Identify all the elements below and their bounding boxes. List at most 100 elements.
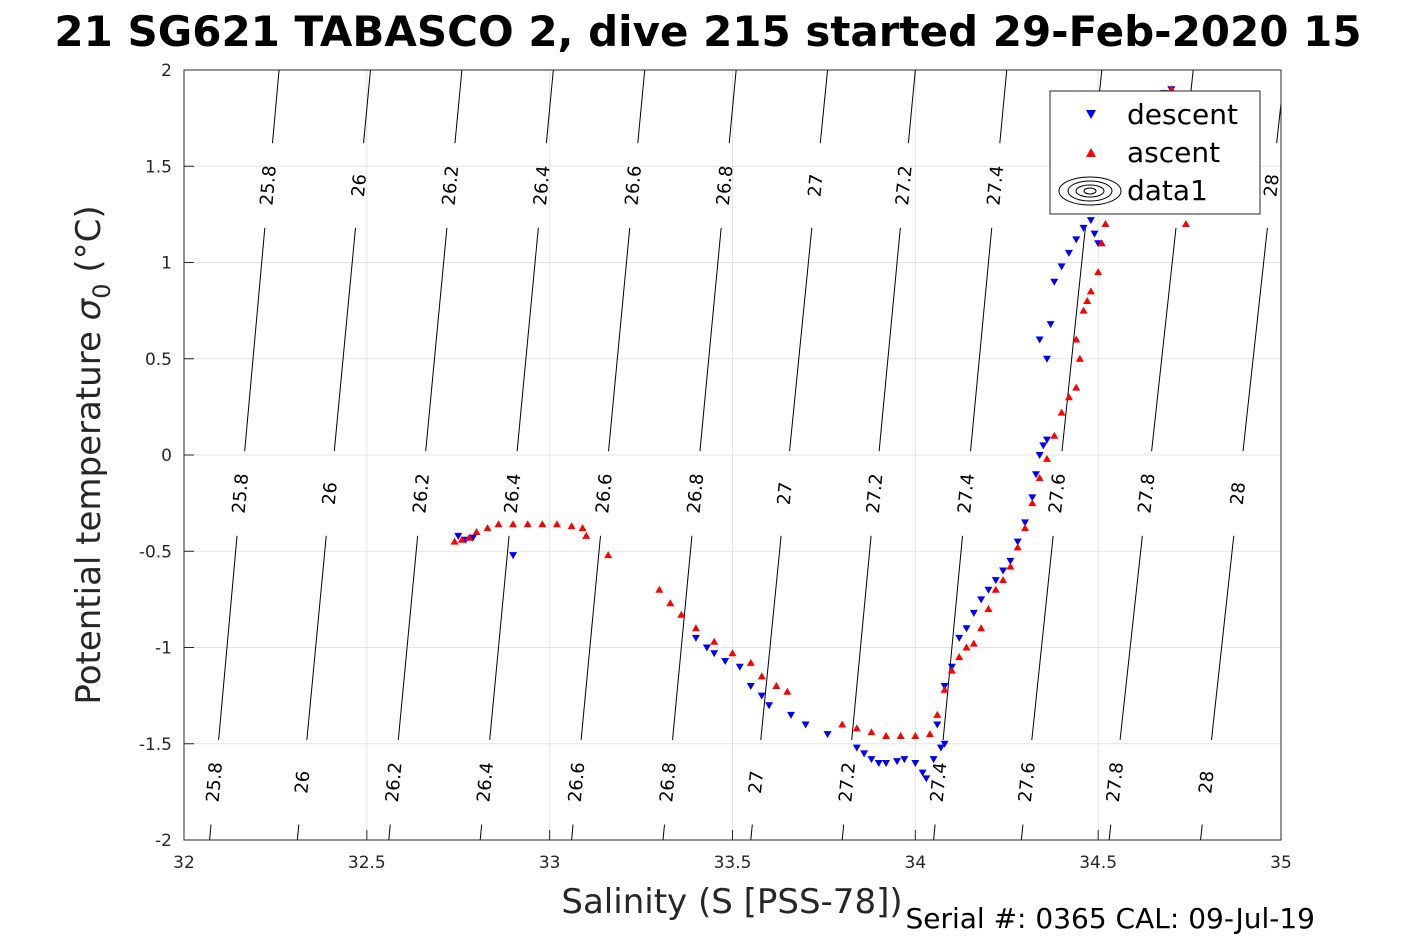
ascent-point (509, 520, 518, 528)
descent-point (801, 721, 810, 729)
density-contour-line (580, 535, 601, 740)
y-tick-label: 0 (161, 446, 172, 466)
legend: descent ascent data1 (1049, 90, 1261, 215)
descent-point (1035, 336, 1044, 344)
descent-point (977, 596, 986, 604)
density-contour-label: 27.8 (1103, 761, 1128, 803)
x-tick-label: 35 (1270, 853, 1292, 873)
density-contour-line (545, 70, 554, 144)
density-contour-label: 28 (1260, 173, 1283, 198)
density-contour-line (1061, 227, 1086, 452)
ascent-point (552, 520, 561, 528)
descent-point (509, 552, 518, 560)
density-contour-line (296, 824, 300, 840)
x-tick-label: 34 (905, 853, 927, 873)
ascent-point (677, 610, 686, 618)
y-tick-label: 2 (161, 61, 172, 81)
ascent-point (1072, 335, 1081, 343)
y-tick-label: -2 (155, 831, 172, 851)
ascent-point (911, 732, 920, 740)
density-contour-line (637, 70, 646, 144)
legend-ascent-marker (1086, 148, 1096, 157)
density-contour-line (571, 824, 574, 840)
y-tick-label: -1 (155, 639, 172, 659)
descent-point (1039, 442, 1048, 450)
y-tick-label: 1 (161, 254, 172, 274)
ascent-point (1021, 524, 1030, 532)
descent-point (940, 740, 949, 748)
density-contour-label: 27.6 (1045, 472, 1070, 514)
density-contour-label: 27.4 (927, 761, 952, 803)
ascent-point (578, 524, 587, 532)
descent-point (852, 744, 861, 752)
ascent-series (450, 85, 1190, 740)
density-contour-label: 26 (319, 481, 342, 506)
ascent-point (1101, 220, 1110, 227)
ascent-point (465, 533, 474, 541)
descent-point (1090, 230, 1099, 238)
x-axis-ticks: 32 32.5 33 33.5 34 34.5 35 (173, 830, 1292, 873)
density-contour-line (699, 227, 722, 452)
ascent-point (757, 672, 766, 680)
descent-point (1013, 538, 1022, 546)
ascent-point (1035, 474, 1044, 482)
density-contour-label: 26.4 (501, 473, 526, 515)
y-tick-label: 0.5 (145, 350, 172, 370)
ascent-point (728, 649, 737, 657)
density-contour-label: 26.6 (592, 473, 617, 515)
ascent-point (523, 520, 532, 528)
density-contour-label: 26.2 (382, 761, 407, 803)
descent-point (1064, 249, 1073, 257)
ascent-point (1079, 306, 1088, 314)
density-contour-line (425, 227, 448, 452)
density-contour-line (1108, 824, 1112, 840)
descent-point (984, 586, 993, 594)
density-contour-line (608, 227, 631, 452)
density-contour-label: 27 (804, 173, 827, 198)
y-axis-label-subscript: 0 (88, 283, 116, 298)
ascent-point (1181, 220, 1190, 227)
legend-contour-icon (1058, 176, 1122, 206)
density-contour-line (789, 227, 813, 452)
density-contour-line (454, 70, 463, 144)
ascent-point (1083, 297, 1092, 304)
ascent-point (977, 624, 986, 632)
legend-ascent-label: ascent (1127, 136, 1220, 169)
descent-point (1046, 321, 1055, 329)
y-axis-label: Potential temperature σ0 (°C) (69, 205, 116, 704)
y-tick-label: 1.5 (145, 157, 172, 177)
density-contour-line (662, 824, 665, 840)
descent-point (735, 663, 744, 671)
descent-point (1079, 224, 1088, 232)
density-contour-line (388, 824, 391, 840)
density-contour-line (1020, 824, 1024, 840)
density-contour-label: 26 (348, 173, 371, 198)
descent-point (787, 711, 796, 719)
legend-box (1049, 90, 1261, 215)
ascent-point (925, 730, 934, 738)
density-contour-line (851, 535, 872, 740)
legend-descent-label: descent (1127, 98, 1238, 131)
descent-point (1042, 355, 1051, 363)
y-axis-label-sigma: σ (69, 297, 109, 320)
ascent-point (472, 528, 481, 535)
descent-point (918, 769, 927, 777)
density-contour-label: 27 (774, 481, 797, 506)
descent-point (721, 657, 730, 665)
density-contour-line (1210, 535, 1235, 740)
density-contour-label: 26.8 (713, 165, 738, 207)
descent-point (929, 756, 938, 764)
density-contour-line (1119, 535, 1143, 740)
ascent-point (1072, 383, 1081, 391)
ascent-point (852, 724, 861, 732)
x-tick-label: 33 (539, 853, 561, 873)
legend-descent-marker (1086, 110, 1096, 119)
y-tick-label: -0.5 (139, 542, 172, 562)
ascent-point (1057, 408, 1066, 416)
descent-point (757, 692, 766, 700)
density-contour-label: 26 (291, 770, 314, 795)
x-tick-label: 33.5 (714, 853, 752, 873)
x-axis-label: Salinity (S [PSS-78]) (561, 882, 902, 922)
descent-point (710, 650, 719, 658)
descent-point (1042, 436, 1051, 444)
